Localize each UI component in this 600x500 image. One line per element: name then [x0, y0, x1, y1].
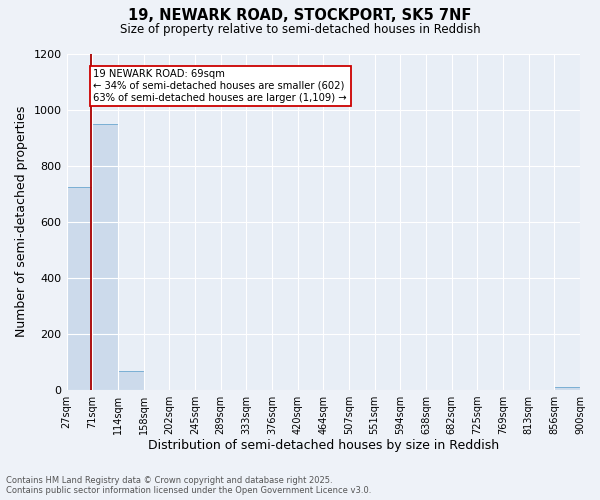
Text: Contains HM Land Registry data © Crown copyright and database right 2025.
Contai: Contains HM Land Registry data © Crown c…	[6, 476, 371, 495]
Text: 19, NEWARK ROAD, STOCKPORT, SK5 7NF: 19, NEWARK ROAD, STOCKPORT, SK5 7NF	[128, 8, 472, 22]
Text: Size of property relative to semi-detached houses in Reddish: Size of property relative to semi-detach…	[119, 22, 481, 36]
Bar	[67, 187, 92, 390]
Text: 19 NEWARK ROAD: 69sqm
← 34% of semi-detached houses are smaller (602)
63% of sem: 19 NEWARK ROAD: 69sqm ← 34% of semi-deta…	[94, 70, 347, 102]
X-axis label: Distribution of semi-detached houses by size in Reddish: Distribution of semi-detached houses by …	[148, 440, 499, 452]
Bar	[118, 372, 143, 390]
Y-axis label: Number of semi-detached properties: Number of semi-detached properties	[15, 106, 28, 338]
Bar	[554, 387, 580, 390]
Bar	[92, 124, 118, 390]
